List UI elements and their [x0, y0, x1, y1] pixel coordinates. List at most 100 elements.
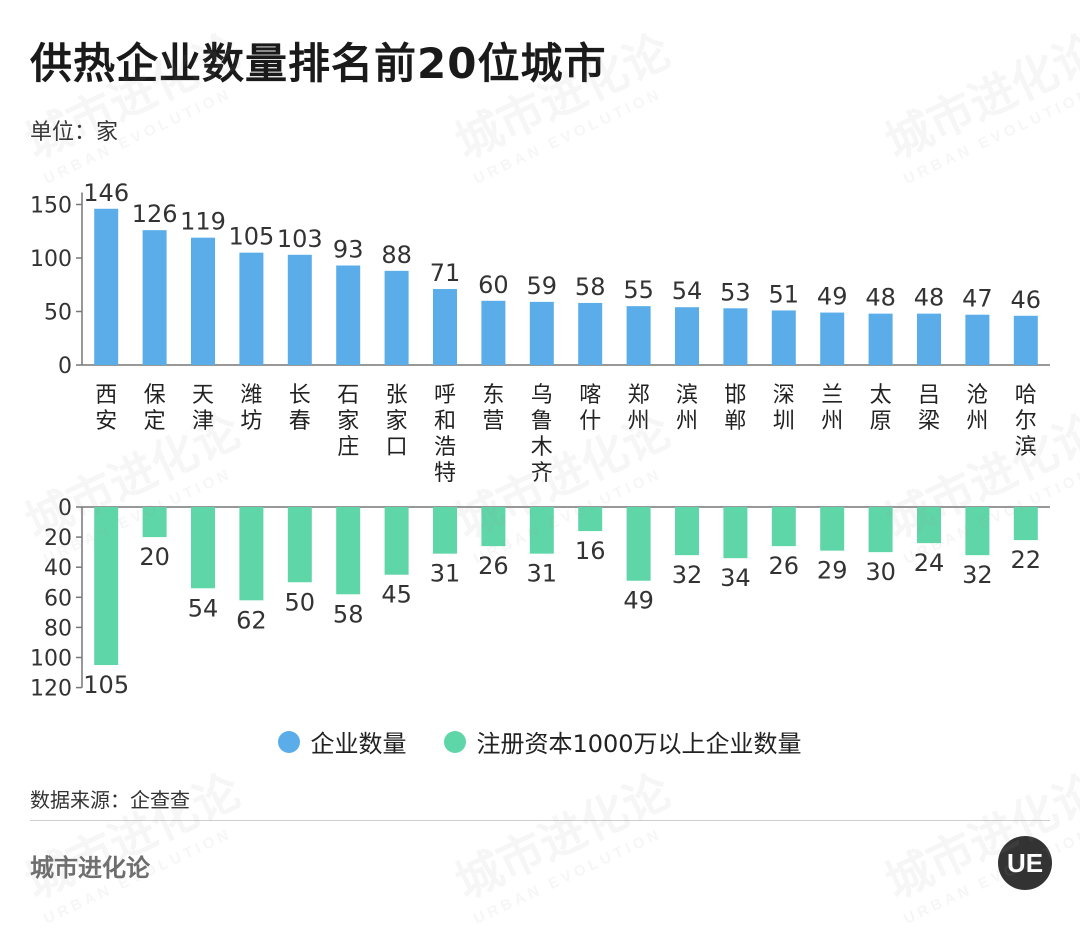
data-label-enterprise-count: 126 — [132, 200, 178, 228]
top-y-tick-label: 100 — [30, 247, 72, 272]
data-label-enterprise-count: 55 — [623, 276, 654, 304]
category-label-char: 庄 — [337, 435, 359, 460]
bar-capital-count — [142, 507, 167, 538]
legend-label: 注册资本1000万以上企业数量 — [476, 730, 802, 758]
category-label-char: 齐 — [531, 461, 553, 486]
brand-name: 城市进化论 — [30, 854, 150, 882]
category-label-char: 东 — [482, 383, 504, 408]
category-label-char: 长 — [289, 383, 311, 408]
bar-enterprise-count — [771, 310, 796, 365]
data-label-capital-count: 31 — [430, 560, 461, 588]
category-label-char: 州 — [676, 409, 698, 434]
data-label-capital-count: 20 — [139, 543, 170, 571]
data-label-enterprise-count: 48 — [914, 284, 945, 312]
bar-enterprise-count — [723, 308, 748, 365]
category-label-char: 家 — [337, 409, 359, 434]
data-label-capital-count: 45 — [381, 581, 412, 609]
legend: 企业数量 注册资本1000万以上企业数量 — [0, 724, 1080, 759]
category-label-char: 州 — [966, 409, 988, 434]
unit-label: 单位：家 — [30, 120, 119, 145]
bar-enterprise-count — [1013, 315, 1038, 365]
bar-capital-count — [191, 507, 215, 589]
data-source: 数据来源：企查查 — [30, 788, 190, 812]
data-label-capital-count: 50 — [285, 588, 316, 616]
bar-enterprise-count — [287, 254, 312, 365]
bottom-y-tick-label: 0 — [58, 496, 72, 521]
bottom-y-tick-label: 60 — [44, 586, 72, 611]
category-label-char: 吕 — [918, 383, 940, 408]
bar-capital-count — [771, 507, 796, 547]
bar-enterprise-count — [965, 314, 990, 365]
bar-capital-count — [626, 507, 651, 581]
data-label-capital-count: 58 — [333, 600, 364, 628]
bar-enterprise-count — [191, 237, 215, 365]
legend-swatch-blue — [278, 730, 301, 753]
data-label-capital-count: 22 — [1011, 546, 1042, 574]
data-label-capital-count: 34 — [720, 564, 751, 592]
data-label-capital-count: 32 — [672, 561, 703, 589]
bar-capital-count — [578, 507, 603, 532]
category-label-char: 梁 — [918, 409, 940, 434]
data-label-capital-count: 24 — [914, 549, 945, 577]
bottom-y-tick-label: 40 — [44, 556, 72, 581]
data-label-enterprise-count: 119 — [180, 208, 226, 236]
category-label-char: 家 — [386, 409, 408, 434]
category-label-char: 呼 — [434, 383, 456, 408]
bottom-y-tick-label: 20 — [44, 526, 72, 551]
category-label-char: 州 — [628, 409, 650, 434]
category-label-char: 张 — [386, 383, 408, 408]
category-label-char: 坊 — [240, 409, 262, 434]
data-label-enterprise-count: 93 — [333, 235, 364, 263]
legend-swatch-green — [444, 730, 467, 753]
data-label-enterprise-count: 48 — [865, 284, 896, 312]
bar-enterprise-count — [529, 301, 554, 365]
category-label-char: 定 — [144, 409, 166, 434]
category-label-char: 天 — [192, 383, 214, 408]
category-label-char: 津 — [192, 409, 214, 434]
data-label-capital-count: 30 — [865, 558, 896, 586]
data-label-enterprise-count: 47 — [962, 285, 993, 313]
category-label-char: 安 — [95, 409, 117, 434]
bar-capital-count — [965, 507, 990, 556]
category-label-char: 和 — [434, 409, 456, 434]
bar-capital-count — [529, 507, 554, 554]
category-label-char: 口 — [386, 435, 408, 460]
data-label-capital-count: 54 — [188, 594, 219, 622]
data-label-capital-count: 62 — [236, 606, 267, 634]
category-label-char: 郸 — [724, 409, 746, 434]
category-label-char: 滨 — [676, 383, 698, 408]
bar-capital-count — [384, 507, 409, 575]
bar-capital-count — [868, 507, 893, 553]
category-label-char: 沧 — [966, 383, 988, 408]
bottom-y-tick-label: 100 — [30, 647, 72, 672]
bar-capital-count — [675, 507, 699, 556]
data-label-enterprise-count: 54 — [672, 277, 703, 305]
data-label-enterprise-count: 103 — [277, 225, 323, 253]
bar-enterprise-count — [481, 300, 506, 365]
category-label-char: 浩 — [434, 435, 456, 460]
category-label-char: 太 — [870, 383, 892, 408]
data-label-enterprise-count: 88 — [381, 241, 412, 269]
bar-enterprise-count — [94, 208, 119, 365]
bar-enterprise-count — [142, 230, 167, 365]
data-label-enterprise-count: 49 — [817, 283, 848, 311]
bar-enterprise-count — [336, 265, 361, 365]
category-label-char: 圳 — [773, 409, 795, 434]
data-label-enterprise-count: 59 — [527, 272, 558, 300]
bar-capital-count — [287, 507, 312, 583]
data-label-capital-count: 16 — [575, 537, 606, 565]
data-label-enterprise-count: 105 — [228, 223, 274, 251]
bar-enterprise-count — [626, 306, 651, 365]
category-label-char: 哈 — [1015, 383, 1037, 408]
data-label-capital-count: 26 — [478, 552, 509, 580]
category-label-char: 什 — [579, 409, 601, 434]
data-label-enterprise-count: 46 — [1011, 286, 1042, 314]
bar-enterprise-count — [239, 252, 264, 365]
legend-label: 企业数量 — [310, 730, 407, 758]
data-label-capital-count: 26 — [769, 552, 800, 580]
category-label-char: 石 — [337, 383, 359, 408]
category-label-char: 保 — [144, 383, 166, 408]
category-label-char: 深 — [773, 383, 795, 408]
bar-capital-count — [433, 507, 457, 554]
